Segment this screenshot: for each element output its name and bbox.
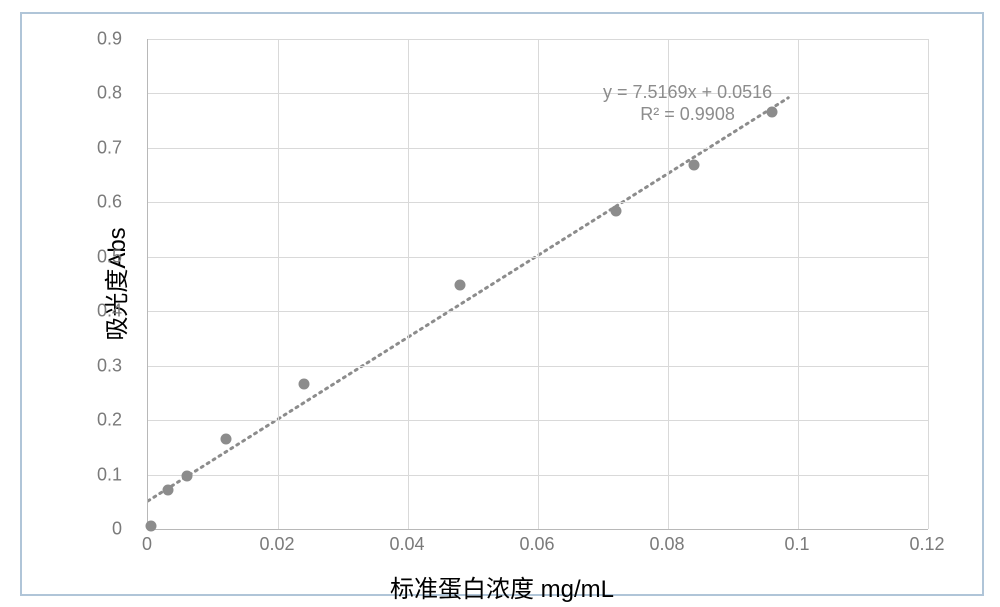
data-point [299, 378, 310, 389]
data-point [689, 160, 700, 171]
data-point [455, 279, 466, 290]
x-tick-label: 0.12 [909, 534, 944, 555]
y-tick-label: 0.3 [72, 355, 122, 376]
chart-frame: y = 7.5169x + 0.0516 R² = 0.9908 吸光度Abs … [20, 12, 984, 596]
y-tick-label: 0.7 [72, 137, 122, 158]
y-tick-label: 0.4 [72, 301, 122, 322]
x-tick-label: 0.08 [649, 534, 684, 555]
y-tick-label: 0.1 [72, 464, 122, 485]
x-axis-label: 标准蛋白浓度 mg/mL [22, 569, 982, 604]
y-tick-label: 0.6 [72, 192, 122, 213]
y-tick-label: 0.9 [72, 29, 122, 50]
data-point [182, 471, 193, 482]
equation-annotation: y = 7.5169x + 0.0516 R² = 0.9908 [603, 81, 772, 126]
y-tick-label: 0.5 [72, 246, 122, 267]
plot-area [147, 39, 928, 530]
data-point [146, 521, 157, 532]
y-axis-label: 吸光度Abs [97, 227, 132, 340]
x-tick-label: 0.06 [519, 534, 554, 555]
gridline-v [798, 39, 799, 529]
gridline-v [928, 39, 929, 529]
x-tick-label: 0.04 [389, 534, 424, 555]
y-tick-label: 0 [72, 519, 122, 540]
data-point [611, 205, 622, 216]
x-tick-label: 0.1 [784, 534, 809, 555]
data-point [221, 433, 232, 444]
gridline-v [278, 39, 279, 529]
gridline-v [538, 39, 539, 529]
data-point [162, 484, 173, 495]
gridline-v [408, 39, 409, 529]
y-tick-label: 0.2 [72, 410, 122, 431]
equation-line2: R² = 0.9908 [603, 103, 772, 126]
x-tick-label: 0 [142, 534, 152, 555]
x-tick-label: 0.02 [259, 534, 294, 555]
y-tick-label: 0.8 [72, 83, 122, 104]
equation-line1: y = 7.5169x + 0.0516 [603, 81, 772, 104]
